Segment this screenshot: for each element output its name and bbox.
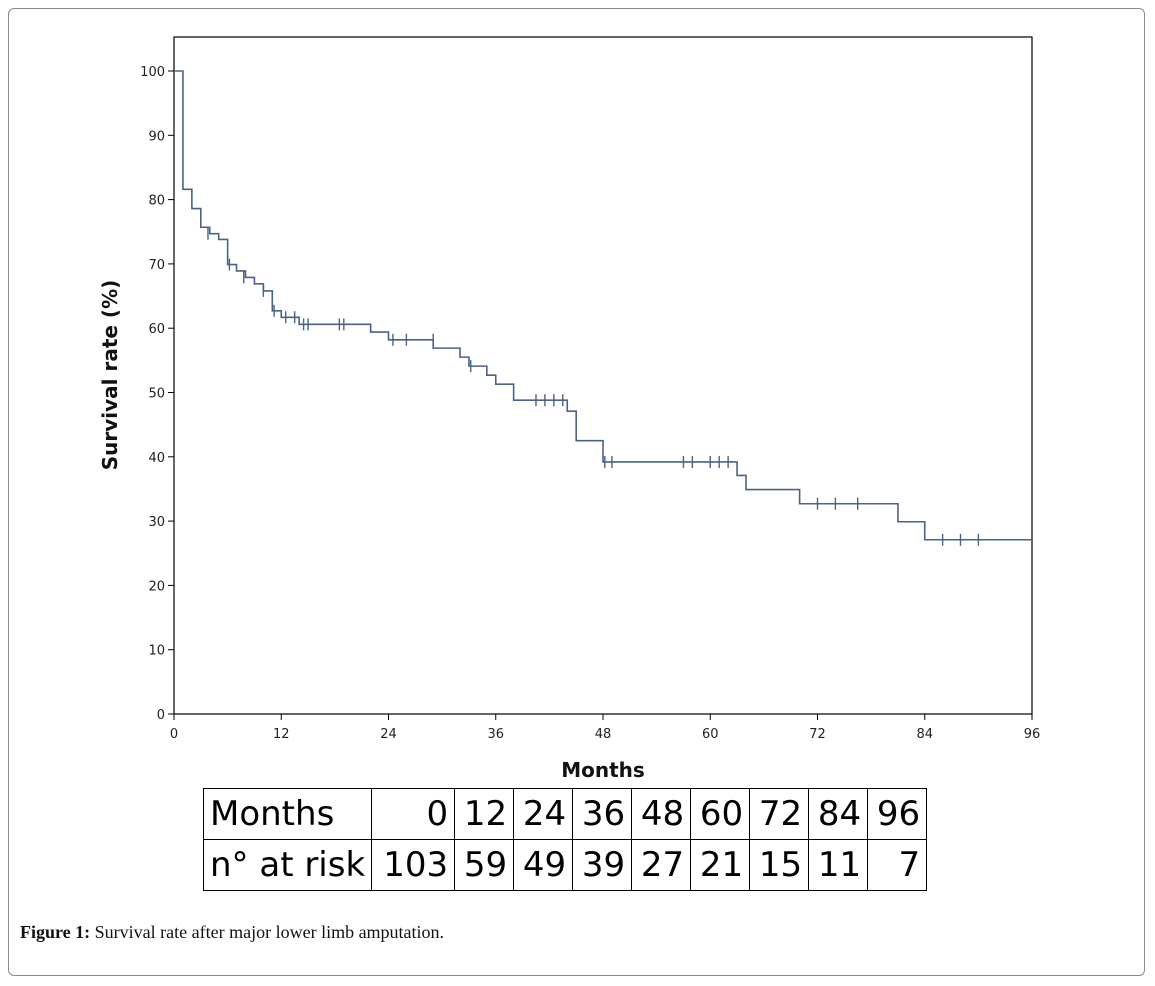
table-cell: 27 — [631, 839, 692, 891]
table-cell: 7 — [867, 839, 928, 891]
x-tick-label: 96 — [1024, 727, 1041, 742]
censor-marks — [207, 227, 980, 546]
x-tick-label: 24 — [380, 727, 397, 742]
figure-caption: Figure 1: Survival rate after major lowe… — [20, 922, 444, 943]
y-tick-label: 20 — [148, 579, 165, 594]
x-tick-label: 12 — [273, 727, 290, 742]
risk-table: Months 0 12 24 36 48 60 72 84 96 n° at risk 103 59 49… — [202, 788, 928, 891]
table-cell: 21 — [690, 839, 751, 891]
survival-curve — [174, 70, 1032, 541]
x-tick-label: 72 — [809, 727, 826, 742]
table-cell: 12 — [454, 788, 515, 840]
table-cell: 72 — [749, 788, 810, 840]
y-tick-label: 70 — [148, 258, 165, 273]
at-risk-row: n° at risk 103 59 49 39 27 21 15 11 7 — [202, 839, 928, 891]
table-cell: 11 — [808, 839, 869, 891]
y-tick-label: 100 — [140, 65, 165, 80]
table-cell: 36 — [572, 788, 633, 840]
y-tick-label: 90 — [148, 129, 165, 144]
table-cell: 24 — [513, 788, 574, 840]
table-cell: 49 — [513, 839, 574, 891]
row-label: Months — [202, 788, 373, 840]
survival-chart: 0 10 20 30 40 50 60 70 80 90 100 0 12 24 36 48 60 72 84 96… — [98, 36, 1040, 782]
x-axis: 0 12 24 36 48 60 72 84 96 — [170, 714, 1040, 742]
table-cell: 60 — [690, 788, 751, 840]
table-cell: 59 — [454, 839, 515, 891]
caption-text: Survival rate after major lower limb amp… — [90, 922, 445, 942]
y-tick-label: 40 — [148, 451, 165, 466]
x-tick-label: 60 — [702, 727, 719, 742]
y-axis: 0 10 20 30 40 50 60 70 80 90 100 — [140, 65, 174, 723]
x-tick-label: 0 — [170, 727, 178, 742]
table-cell: 39 — [572, 839, 633, 891]
y-tick-label: 60 — [148, 322, 165, 337]
x-axis-title: Months — [561, 758, 645, 782]
x-tick-label: 48 — [595, 727, 612, 742]
y-axis-title: Survival rate (%) — [98, 280, 122, 471]
table-cell: 96 — [867, 788, 928, 840]
table-cell: 0 — [371, 788, 456, 840]
y-tick-label: 80 — [148, 194, 165, 209]
table-cell: 84 — [808, 788, 869, 840]
row-label: n° at risk — [202, 839, 373, 891]
table-cell: 15 — [749, 839, 810, 891]
y-tick-label: 10 — [148, 644, 165, 659]
months-row: Months 0 12 24 36 48 60 72 84 96 — [202, 788, 928, 840]
x-tick-label: 84 — [916, 727, 933, 742]
y-tick-label: 0 — [157, 708, 165, 723]
plot-area — [173, 36, 1033, 715]
y-tick-label: 50 — [148, 387, 165, 402]
table-cell: 103 — [371, 839, 456, 891]
caption-label: Figure 1: — [20, 922, 91, 942]
table-cell: 48 — [631, 788, 692, 840]
x-tick-label: 36 — [487, 727, 504, 742]
y-tick-label: 30 — [148, 515, 165, 530]
